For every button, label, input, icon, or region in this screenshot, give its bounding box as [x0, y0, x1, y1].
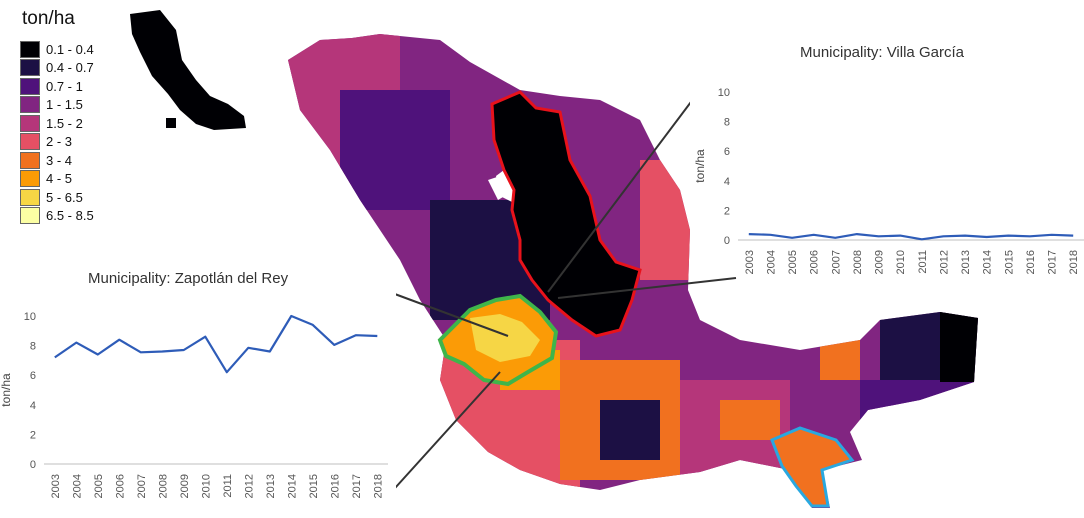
x-tick-label: 2006	[809, 250, 821, 274]
legend-swatch	[20, 40, 40, 58]
x-tick-label: 2005	[93, 474, 105, 498]
y-tick-label: 6	[724, 146, 730, 158]
legend-swatch	[20, 188, 40, 206]
callout-lines	[383, 73, 737, 499]
x-tick-label: 2006	[114, 474, 126, 498]
series-line	[748, 233, 1074, 241]
legend-item: 1 - 1.5	[20, 96, 94, 115]
legend-label: 0.4 - 0.7	[46, 60, 94, 76]
x-tick-label: 2003	[50, 474, 62, 498]
zapotlan-chart-title: Municipality: Zapotlán del Rey	[88, 270, 289, 287]
x-tick-label: 2008	[157, 474, 169, 498]
x-tick-label: 2018	[372, 474, 384, 498]
region-outline-red	[490, 90, 642, 338]
y-tick-label: 8	[30, 341, 36, 353]
x-tick-label: 2017	[351, 474, 363, 498]
x-tick-label: 2003	[744, 250, 756, 274]
baja-california-peninsula	[130, 10, 246, 130]
villa-garcia-chart: 0 2 4 6 8 10 2003 2004 2005 2006 2007 2008 2009 2010 2…	[693, 87, 1084, 274]
villa-garcia-chart-panel	[690, 40, 1084, 270]
x-tick-label: 2012	[243, 474, 255, 498]
x-tick-label: 2016	[329, 474, 341, 498]
x-tick-label: 2009	[874, 250, 886, 274]
y-tick-label: 4	[724, 176, 730, 188]
legend-label: 4 - 5	[46, 171, 73, 187]
x-tick-label: 2015	[308, 474, 320, 498]
x-tick-label: 2004	[765, 250, 777, 274]
x-tick-label: 2007	[136, 474, 148, 498]
legend: 0.1 - 0.4 0.4 - 0.7 0.7 - 1 1 - 1.5 1.5 - 2 2…	[20, 40, 94, 225]
zapotlan-chart: 0 2 4 6 8 10 2003 2004 2005 2006 2007 2008 2009 2010 2…	[0, 311, 388, 498]
legend-swatch	[20, 133, 40, 151]
x-tick-label: 2009	[179, 474, 191, 498]
legend-swatch	[20, 114, 40, 132]
legend-item: 6.5 - 8.5	[20, 207, 94, 226]
legend-item: 1.5 - 2	[20, 114, 94, 133]
y-tick-label: 10	[718, 87, 730, 99]
y-tick-label: 2	[724, 205, 730, 217]
x-tick-label: 2010	[200, 474, 212, 498]
x-tick-label: 2014	[286, 474, 298, 498]
legend-item: 2 - 3	[20, 133, 94, 152]
legend-item: 0.4 - 0.7	[20, 59, 94, 78]
x-tick-label: 2017	[1047, 250, 1059, 274]
y-tick-label: 10	[24, 311, 36, 323]
legend-label: 2 - 3	[46, 134, 73, 150]
legend-label: 3 - 4	[46, 152, 73, 168]
legend-label: 1 - 1.5	[46, 97, 83, 113]
legend-swatch	[20, 96, 40, 114]
x-tick-label: 2011	[222, 474, 234, 498]
legend-item: 0.7 - 1	[20, 77, 94, 96]
legend-item: 5 - 6.5	[20, 188, 94, 207]
x-tick-label: 2016	[1025, 250, 1037, 274]
x-tick-label: 2011	[917, 250, 929, 274]
x-tick-label: 2014	[982, 250, 994, 274]
legend-swatch	[20, 170, 40, 188]
x-tick-label: 2004	[71, 474, 83, 498]
y-tick-label: 2	[30, 429, 36, 441]
series-line	[54, 314, 378, 374]
legend-item: 4 - 5	[20, 170, 94, 189]
region-outline-blue	[770, 426, 855, 508]
legend-item: 0.1 - 0.4	[20, 40, 94, 59]
legend-swatch	[20, 207, 40, 225]
y-tick-label: 8	[724, 117, 730, 129]
legend-swatch	[20, 151, 40, 169]
legend-item: 3 - 4	[20, 151, 94, 170]
region-outline-green	[437, 293, 559, 387]
x-tick-label: 2013	[960, 250, 972, 274]
y-tick-label: 0	[30, 459, 36, 471]
legend-label: 1.5 - 2	[46, 115, 83, 131]
x-tick-label: 2018	[1068, 250, 1080, 274]
legend-label: 0.7 - 1	[46, 78, 83, 94]
x-tick-label: 2013	[265, 474, 277, 498]
x-tick-label: 2005	[787, 250, 799, 274]
y-axis-label: ton/ha	[0, 373, 13, 407]
y-tick-label: 6	[30, 370, 36, 382]
legend-title: ton/ha	[22, 8, 75, 29]
x-tick-label: 2010	[895, 250, 907, 274]
villa-garcia-chart-title: Municipality: Villa García	[800, 44, 964, 61]
x-tick-label: 2007	[830, 250, 842, 274]
y-tick-label: 4	[30, 400, 36, 412]
legend-swatch	[20, 59, 40, 77]
zapotlan-chart-panel	[0, 262, 396, 518]
y-tick-label: 0	[724, 235, 730, 247]
legend-label: 5 - 6.5	[46, 189, 83, 205]
x-tick-label: 2015	[1003, 250, 1015, 274]
legend-label: 6.5 - 8.5	[46, 208, 94, 224]
y-axis-label: ton/ha	[693, 149, 707, 183]
legend-label: 0.1 - 0.4	[46, 41, 94, 57]
x-tick-label: 2008	[852, 250, 864, 274]
legend-swatch	[20, 77, 40, 95]
x-tick-label: 2012	[938, 250, 950, 274]
